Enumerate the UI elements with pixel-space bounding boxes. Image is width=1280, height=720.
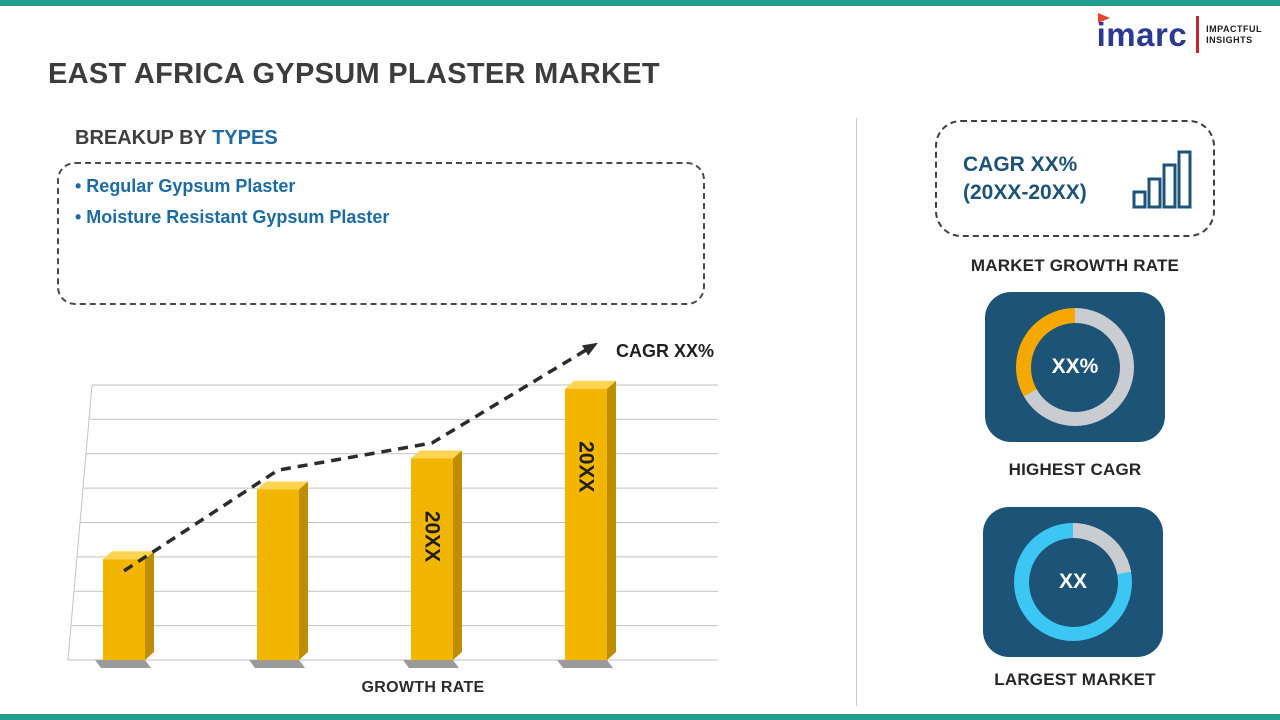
bar-label: 20XX <box>575 441 598 492</box>
grid-left-edge <box>67 384 93 661</box>
imarc-logo-wordmark: imarc <box>1096 13 1188 53</box>
bar-side <box>607 380 616 660</box>
breakup-dashed-box <box>57 162 705 305</box>
bar-shadow <box>403 660 459 668</box>
bar-shadow <box>95 660 151 668</box>
largest-market-caption: LARGEST MARKET <box>994 670 1156 689</box>
highest-cagr-caption: HIGHEST CAGR <box>1008 460 1142 479</box>
highest-cagr-panel: XX% <box>985 292 1165 442</box>
logo-divider <box>1196 16 1200 53</box>
cagr-box-line2: (20XX-20XX) <box>963 180 1087 204</box>
list-item: • Regular Gypsum Plaster <box>75 176 296 196</box>
breakup-heading-prefix: BREAKUP BY <box>75 127 213 149</box>
cagr-box-text: CAGR XX% (20XX-20XX) <box>963 151 1087 207</box>
largest-market-donut: XX <box>1014 523 1132 641</box>
bottom-accent-strip <box>0 714 1280 720</box>
logo-tagline-line2: INSIGHTS <box>1206 34 1253 45</box>
bar-chart-icon <box>1132 150 1192 208</box>
breakup-heading-highlight: TYPES <box>212 127 278 149</box>
growth-rate-chart: 20XX 20XX <box>48 330 728 675</box>
bar <box>565 388 607 660</box>
logo-tagline-line1: IMPACTFUL <box>1206 23 1262 34</box>
cagr-dashed-box: CAGR XX% (20XX-20XX) <box>935 120 1215 237</box>
bar-side <box>145 551 154 660</box>
imarc-logo: imarc IMPACTFUL INSIGHTS <box>1096 13 1262 53</box>
largest-market-value: XX <box>1028 537 1118 627</box>
bar-label: 20XX <box>421 511 444 562</box>
growth-rate-chart-svg: 20XX 20XX <box>67 342 718 668</box>
bar-side <box>453 450 462 660</box>
imarc-brand-text: imarc <box>1096 16 1188 53</box>
bar-top <box>411 450 462 459</box>
trend-arrowhead <box>582 342 598 356</box>
bar <box>103 559 145 660</box>
top-accent-strip <box>0 0 1280 6</box>
highest-cagr-donut: XX% <box>1016 308 1134 426</box>
highest-cagr-value: XX% <box>1030 322 1120 412</box>
imarc-flag-icon <box>1097 13 1110 23</box>
trend-line <box>123 348 587 573</box>
page-title: EAST AFRICA GYPSUM PLASTER MARKET <box>48 58 660 90</box>
bar <box>257 489 299 660</box>
bar-shadow <box>249 660 305 668</box>
logo-tagline: IMPACTFUL INSIGHTS <box>1206 24 1262 46</box>
bar <box>411 458 453 660</box>
vertical-divider <box>856 118 857 706</box>
largest-market-panel: XX <box>983 507 1163 657</box>
chart-cagr-annotation: CAGR XX% <box>616 341 715 361</box>
cagr-box-line1: CAGR XX% <box>963 152 1078 176</box>
bar-top <box>565 380 616 389</box>
bar-shadow <box>557 660 613 668</box>
chart-x-axis-label: GROWTH RATE <box>361 679 485 696</box>
bar-top <box>103 551 154 560</box>
breakup-list: • Regular Gypsum Plaster • Moisture Resis… <box>75 171 389 233</box>
list-item: • Moisture Resistant Gypsum Plaster <box>75 207 390 227</box>
bar-top <box>257 481 308 490</box>
market-growth-rate-label: MARKET GROWTH RATE <box>970 256 1180 275</box>
bar-side <box>299 481 308 660</box>
breakup-heading: BREAKUP BY TYPES <box>75 127 278 150</box>
